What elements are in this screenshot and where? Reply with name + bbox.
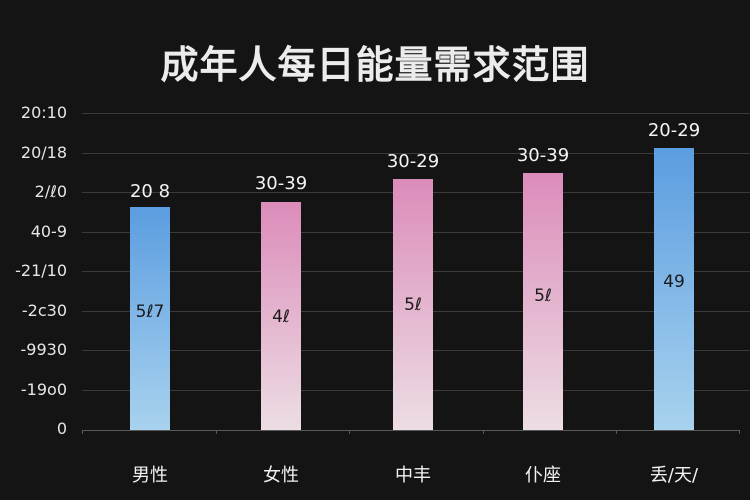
y-tick-label: 0 [56,419,67,438]
gridline [82,113,750,114]
x-tick [739,430,740,434]
y-tick-label: -21/10 [15,261,67,280]
y-tick-label: -19o0 [20,380,67,399]
y-tick-label: 20/18 [20,143,67,162]
bar-inner-label: 4ℓ [272,307,290,327]
bar-value-label: 30-29 [386,151,440,172]
x-tick [349,430,350,434]
x-category-label: 丢/天/ [649,465,699,486]
bar-value-label: 20 8 [129,181,171,202]
y-tick-label: 20:10 [20,103,67,122]
x-tick [216,430,217,434]
gridline [82,153,750,154]
x-category-label: 仆座 [525,465,561,486]
bar-inner-label: 5ℓ [534,286,552,306]
bar-male [130,207,170,430]
bar-value-label: 30-39 [254,173,308,194]
y-tick-label: 2∕ℓ0 [34,182,67,201]
bar-value-label: 30-39 [516,145,570,166]
x-tick [82,430,83,434]
x-category-label: 男性 [132,465,168,486]
bar-category-5 [654,148,694,430]
x-axis-line [82,430,740,431]
x-category-label: 女性 [263,465,299,486]
chart-title: 成年人每日能量需求范围 [160,43,590,87]
bar-value-label: 20-29 [647,120,701,141]
bar-category-3 [393,179,433,430]
bar-inner-label: 49 [663,272,685,292]
y-tick-label: -2c30 [21,301,67,320]
x-tick [616,430,617,434]
bar-inner-label: 5ℓ [404,295,422,315]
bar-inner-label: 5ℓ7 [135,302,165,322]
bar-female [261,202,301,430]
y-tick-label: -9930 [20,340,68,359]
y-tick-label: 40-9 [30,222,67,241]
bar-category-4 [523,173,563,430]
x-category-label: 中丰 [395,465,431,486]
x-tick [483,430,484,434]
